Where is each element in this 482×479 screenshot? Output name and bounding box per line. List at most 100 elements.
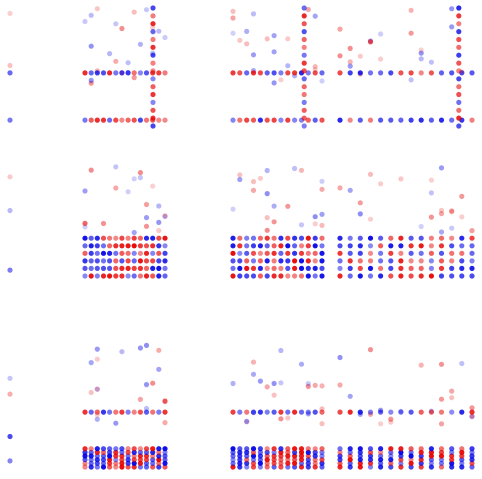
point-11-37 bbox=[337, 460, 343, 466]
point-3-45 bbox=[428, 70, 434, 76]
point-11-13 bbox=[449, 395, 455, 401]
point-7-17 bbox=[469, 228, 475, 234]
point-6-60 bbox=[271, 258, 277, 264]
point-1-47 bbox=[150, 70, 156, 76]
point-6-27 bbox=[230, 235, 236, 241]
point-7-76 bbox=[428, 273, 434, 279]
point-2-57 bbox=[301, 68, 307, 74]
point-1-41 bbox=[113, 70, 119, 76]
point-5-23 bbox=[82, 265, 88, 271]
point-9-95 bbox=[137, 446, 143, 452]
point-6-52 bbox=[264, 273, 270, 279]
point-9-83 bbox=[125, 446, 131, 452]
point-1-7 bbox=[88, 43, 94, 49]
point-1-20 bbox=[107, 51, 113, 57]
point-9-118 bbox=[162, 449, 168, 455]
point-9-32 bbox=[143, 409, 150, 415]
point-7-74 bbox=[418, 243, 424, 249]
point-9-78 bbox=[125, 464, 131, 470]
point-9-100 bbox=[143, 449, 150, 455]
point-2-31 bbox=[292, 117, 298, 123]
point-9-65 bbox=[107, 446, 113, 452]
point-8-1 bbox=[7, 375, 13, 381]
point-2-47 bbox=[305, 70, 311, 76]
point-7-36 bbox=[357, 258, 363, 264]
point-5-56 bbox=[113, 243, 119, 249]
point-11-97 bbox=[438, 460, 445, 466]
point-6-47 bbox=[257, 265, 263, 271]
point-6-29 bbox=[237, 265, 243, 271]
point-5-71 bbox=[131, 265, 137, 271]
point-9-92 bbox=[137, 457, 143, 463]
point-10-74 bbox=[271, 457, 277, 463]
point-11-22 bbox=[337, 409, 343, 415]
point-11-112 bbox=[459, 449, 465, 455]
point-10-8 bbox=[244, 419, 250, 425]
point-1-61 bbox=[150, 36, 156, 43]
point-5-65 bbox=[125, 265, 131, 271]
point-5-38 bbox=[94, 243, 100, 249]
point-6-55 bbox=[264, 250, 270, 256]
point-6-40 bbox=[250, 273, 257, 279]
point-7-104 bbox=[469, 243, 475, 249]
point-7-33 bbox=[347, 235, 353, 241]
point-7-5 bbox=[418, 223, 424, 230]
point-7-44 bbox=[367, 243, 374, 249]
point-3-31 bbox=[428, 117, 434, 123]
point-3-6 bbox=[367, 38, 374, 44]
point-10-56 bbox=[250, 457, 257, 463]
point-11-104 bbox=[449, 457, 455, 463]
point-11-80 bbox=[408, 457, 414, 463]
point-11-54 bbox=[367, 464, 374, 470]
point-10-64 bbox=[257, 449, 263, 455]
point-5-55 bbox=[113, 250, 119, 256]
point-9-106 bbox=[150, 449, 156, 455]
point-3-49 bbox=[469, 70, 475, 76]
point-6-90 bbox=[305, 258, 311, 264]
point-11-56 bbox=[367, 457, 374, 463]
point-6-24 bbox=[230, 258, 236, 264]
point-7-26 bbox=[337, 243, 343, 249]
point-11-108 bbox=[459, 464, 465, 470]
point-10-99 bbox=[298, 453, 305, 459]
point-7-13 bbox=[378, 181, 384, 187]
point-6-34 bbox=[244, 273, 250, 279]
point-7-62 bbox=[398, 243, 404, 249]
point-10-59 bbox=[250, 446, 257, 452]
point-10-79 bbox=[278, 460, 284, 466]
point-1-17 bbox=[131, 75, 137, 81]
point-9-56 bbox=[100, 457, 107, 463]
point-11-55 bbox=[367, 460, 374, 466]
point-11-40 bbox=[337, 449, 343, 455]
point-3-7 bbox=[367, 38, 374, 45]
point-10-1 bbox=[257, 378, 263, 384]
point-3-35 bbox=[469, 117, 475, 123]
point-11-86 bbox=[418, 457, 424, 463]
point-11-14 bbox=[438, 361, 445, 367]
point-2-34 bbox=[312, 117, 318, 123]
point-10-2 bbox=[264, 384, 270, 390]
point-6-98 bbox=[312, 243, 318, 249]
point-1-24 bbox=[94, 117, 100, 123]
point-3-36 bbox=[337, 70, 343, 76]
point-9-8 bbox=[137, 396, 143, 402]
point-1-2 bbox=[88, 12, 94, 18]
point-11-45 bbox=[347, 453, 353, 459]
point-7-97 bbox=[459, 250, 465, 256]
point-11-83 bbox=[408, 446, 414, 452]
point-1-63 bbox=[150, 21, 156, 27]
point-5-92 bbox=[150, 243, 156, 249]
point-9-5 bbox=[162, 398, 168, 404]
point-2-56 bbox=[301, 76, 307, 82]
point-7-9 bbox=[357, 200, 363, 206]
point-10-19 bbox=[285, 415, 291, 421]
point-7-79 bbox=[428, 250, 434, 256]
point-5-89 bbox=[150, 265, 156, 271]
point-8-3 bbox=[7, 433, 13, 440]
point-7-38 bbox=[357, 243, 363, 249]
point-6-100 bbox=[319, 273, 325, 279]
point-6-33 bbox=[237, 235, 243, 241]
point-7-102 bbox=[469, 258, 475, 264]
point-10-96 bbox=[298, 464, 305, 470]
